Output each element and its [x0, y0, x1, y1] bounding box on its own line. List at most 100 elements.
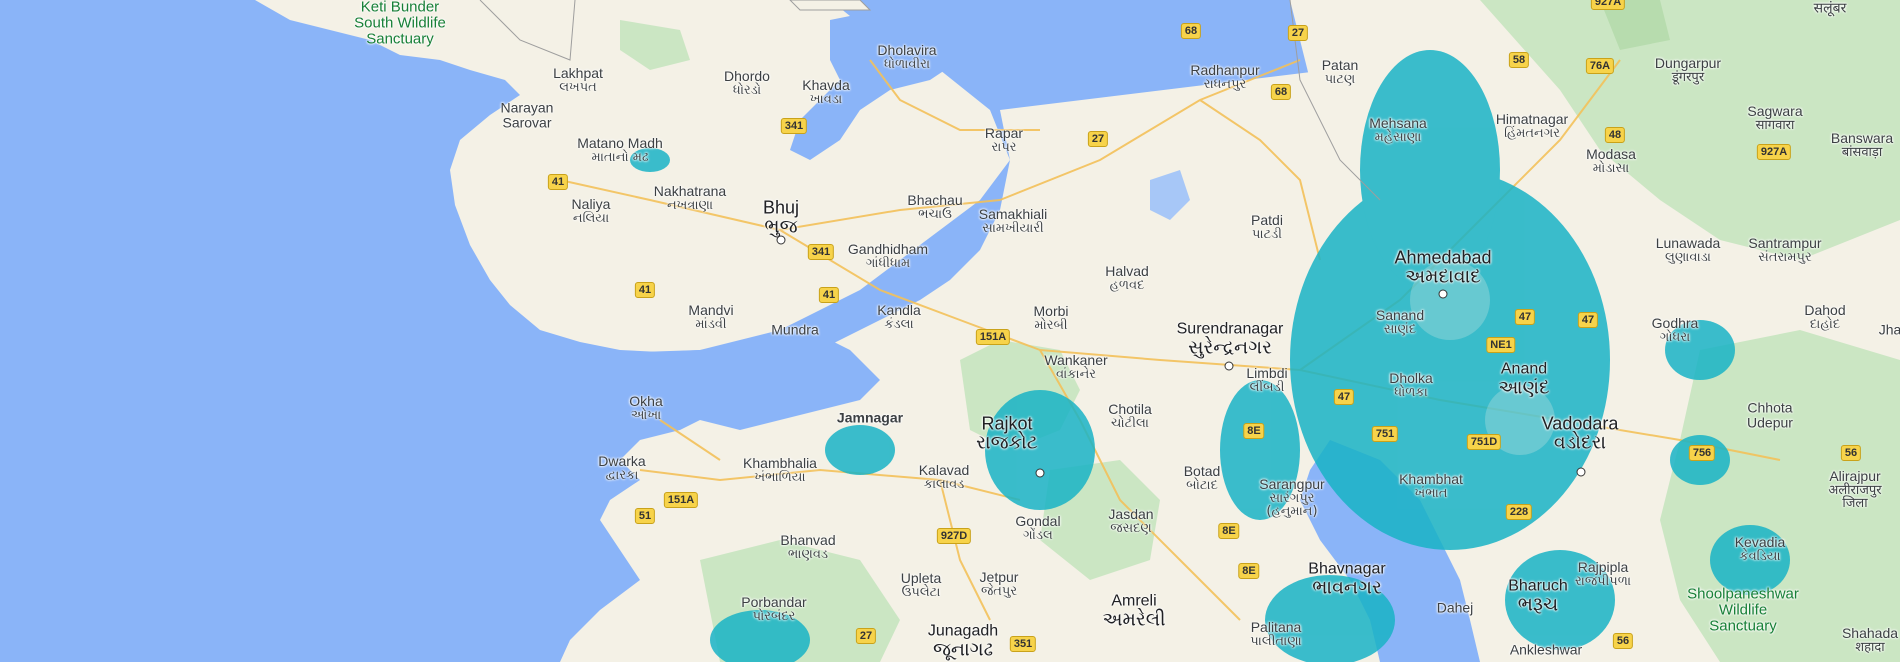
place-label[interactable]: Jetpur જેતપુર — [980, 569, 1019, 598]
road-shield[interactable]: 8E — [1243, 423, 1265, 439]
place-label[interactable]: Sarangpur સારંગપુર (હનુમાન) — [1259, 477, 1324, 519]
road-shield[interactable]: 41 — [818, 287, 840, 303]
place-label[interactable]: Santrampur સંતરામપુર — [1748, 235, 1821, 264]
road-shield[interactable]: 58 — [1508, 52, 1530, 68]
place-label[interactable]: Patan પાટણ — [1322, 57, 1359, 86]
road-shield[interactable]: 8E — [1218, 523, 1240, 539]
place-label[interactable]: Limbdi લીંબડી — [1246, 365, 1287, 394]
road-shield[interactable]: 927A — [1756, 144, 1792, 160]
place-label[interactable]: Chhota Udepur — [1747, 400, 1793, 429]
road-shield[interactable]: 27 — [1087, 131, 1109, 147]
place-label[interactable]: Bharuch ભરૂચ — [1508, 578, 1568, 616]
road-shield[interactable]: 927D — [936, 528, 972, 544]
place-label[interactable]: Jha — [1879, 322, 1900, 338]
road-shield[interactable]: 151A — [663, 492, 699, 508]
place-label[interactable]: Alirajpur अलीराजपुर जिला — [1828, 469, 1881, 511]
place-label[interactable]: Porbandar પોરબંદર — [741, 594, 806, 623]
place-label[interactable]: Kalavad કાલાવડ — [919, 462, 970, 491]
road-shield[interactable]: 68 — [1270, 84, 1292, 100]
place-label[interactable]: Jamnagar — [837, 410, 903, 426]
place-label[interactable]: Rajpipla રાજપીપળા — [1575, 559, 1631, 588]
place-label[interactable]: Dwarka દ્વારકા — [598, 453, 645, 482]
place-label[interactable]: Upleta ઉપલેટા — [901, 570, 941, 599]
road-shield[interactable]: 47 — [1333, 389, 1355, 405]
place-label[interactable]: Kandla કંડલા — [877, 302, 921, 331]
road-shield[interactable]: 341 — [780, 118, 808, 134]
road-shield[interactable]: 41 — [547, 174, 569, 190]
place-label[interactable]: Mundra — [771, 322, 818, 338]
place-label[interactable]: Jasdan જસદણ — [1108, 506, 1153, 535]
place-label[interactable]: Gondal ગોંડલ — [1015, 513, 1060, 542]
place-label[interactable]: Halvad હળવદ — [1105, 263, 1149, 292]
road-shield[interactable]: 47 — [1577, 312, 1599, 328]
place-label[interactable]: Matano Madh માતાનો મઢ — [577, 135, 663, 164]
place-label[interactable]: Himatnagar હિંમતનગર — [1496, 111, 1568, 140]
place-label[interactable]: Bhanvad ભાણવડ — [780, 532, 835, 561]
road-shield[interactable]: 751D — [1466, 434, 1502, 450]
place-label[interactable]: Shahada शहादा — [1842, 625, 1898, 654]
place-label[interactable]: Nakhatrana નખત્રાણા — [654, 183, 726, 212]
road-shield[interactable]: 351 — [1009, 636, 1037, 652]
place-label[interactable]: Botad બોટાદ — [1184, 463, 1221, 492]
place-label[interactable]: Rapar રાપર — [985, 125, 1023, 154]
road-shield[interactable]: 48 — [1604, 127, 1626, 143]
place-label[interactable]: Dahod દાહોદ — [1804, 302, 1845, 331]
place-label[interactable]: Dahej — [1437, 600, 1474, 616]
road-shield[interactable]: 27 — [1287, 25, 1309, 41]
place-label[interactable]: Godhra ગોધરા — [1652, 315, 1699, 344]
place-label[interactable]: Mandvi માંડવી — [688, 302, 733, 331]
place-label[interactable]: Kevadia કેવડિયા — [1735, 534, 1786, 563]
place-label[interactable]: Naliya નલિયા — [572, 196, 611, 225]
place-label[interactable]: Sagwara सागवारा — [1747, 103, 1802, 132]
place-label[interactable]: Radhanpur રાધનપુર — [1190, 62, 1259, 91]
place-label[interactable]: Bhavnagar ભાવનગર — [1308, 561, 1385, 599]
place-label[interactable]: Bhachau ભચાઉ — [907, 192, 962, 221]
road-shield[interactable]: 68 — [1180, 23, 1202, 39]
place-label[interactable]: Dholka ધોળકા — [1389, 370, 1433, 399]
place-label[interactable]: Vadodara વડોદરા — [1542, 414, 1619, 454]
road-shield[interactable]: 927A — [1590, 0, 1626, 10]
place-label[interactable]: Amreli અમરેલી — [1102, 593, 1165, 631]
place-label[interactable]: Ankleshwar — [1510, 642, 1582, 658]
place-label[interactable]: Khambhat ખંભાત — [1399, 471, 1463, 500]
road-shield[interactable]: 76A — [1585, 58, 1615, 74]
place-label[interactable]: Palitana પાલીતાણા — [1250, 619, 1302, 648]
place-label[interactable]: Keti Bunder South Wildlife Sanctuary — [354, 0, 446, 47]
place-label[interactable]: Okha ઓખા — [629, 393, 662, 422]
place-label[interactable]: Ahmedabad અમદાવાદ — [1394, 248, 1491, 288]
road-shield[interactable]: 228 — [1505, 504, 1533, 520]
place-label[interactable]: Lunawada લુણાવાડા — [1656, 235, 1721, 264]
place-label[interactable]: Modasa મોડાસા — [1586, 146, 1636, 175]
place-label[interactable]: Dhordo ધોરડો — [724, 68, 770, 97]
road-shield[interactable]: 751 — [1371, 426, 1399, 442]
place-label[interactable]: Banswara बांसवाड़ा — [1831, 130, 1893, 159]
place-label[interactable]: Gandhidham ગાંધીધામ — [848, 241, 928, 270]
place-label[interactable]: Khambhalia ખંભાળિયા — [743, 455, 817, 484]
place-label[interactable]: Anand આણંદ — [1498, 361, 1549, 399]
road-shield[interactable]: 47 — [1514, 309, 1536, 325]
place-label[interactable]: Rajkot રાજકોટ — [976, 414, 1038, 454]
place-label[interactable]: Patdi પાટડી — [1251, 212, 1283, 241]
place-label[interactable]: Lakhpat લખપત — [553, 65, 603, 94]
road-shield[interactable]: 27 — [855, 628, 877, 644]
place-label[interactable]: Mehsana મહેસાણા — [1369, 115, 1427, 144]
place-label[interactable]: Morbi મોરબી — [1033, 303, 1068, 332]
place-label[interactable]: Narayan Sarovar — [501, 100, 554, 129]
road-shield[interactable]: 341 — [807, 244, 835, 260]
place-label[interactable]: Chotila ચોટીલા — [1108, 401, 1152, 430]
place-label[interactable]: Khavda ખાવડા — [802, 77, 849, 106]
road-shield[interactable]: 51 — [634, 508, 656, 524]
road-shield[interactable]: 151A — [975, 329, 1011, 345]
road-shield[interactable]: 41 — [634, 282, 656, 298]
place-label[interactable]: Bhuj ભુજ — [763, 198, 799, 238]
place-label[interactable]: Wankaner વાંકાનેર — [1044, 352, 1107, 381]
road-shield[interactable]: 56 — [1612, 633, 1634, 649]
place-label[interactable]: सलूंबर — [1814, 0, 1847, 16]
road-shield[interactable]: NE1 — [1486, 337, 1516, 353]
road-shield[interactable]: 756 — [1688, 445, 1716, 461]
place-label[interactable]: Shoolpaneshwar Wildlife Sanctuary — [1687, 586, 1799, 633]
road-shield[interactable]: 56 — [1840, 445, 1862, 461]
place-label[interactable]: Surendranagar સુરેન્દ્રનગર — [1177, 321, 1284, 359]
place-label[interactable]: Samakhiali સામખીયારી — [979, 206, 1047, 235]
